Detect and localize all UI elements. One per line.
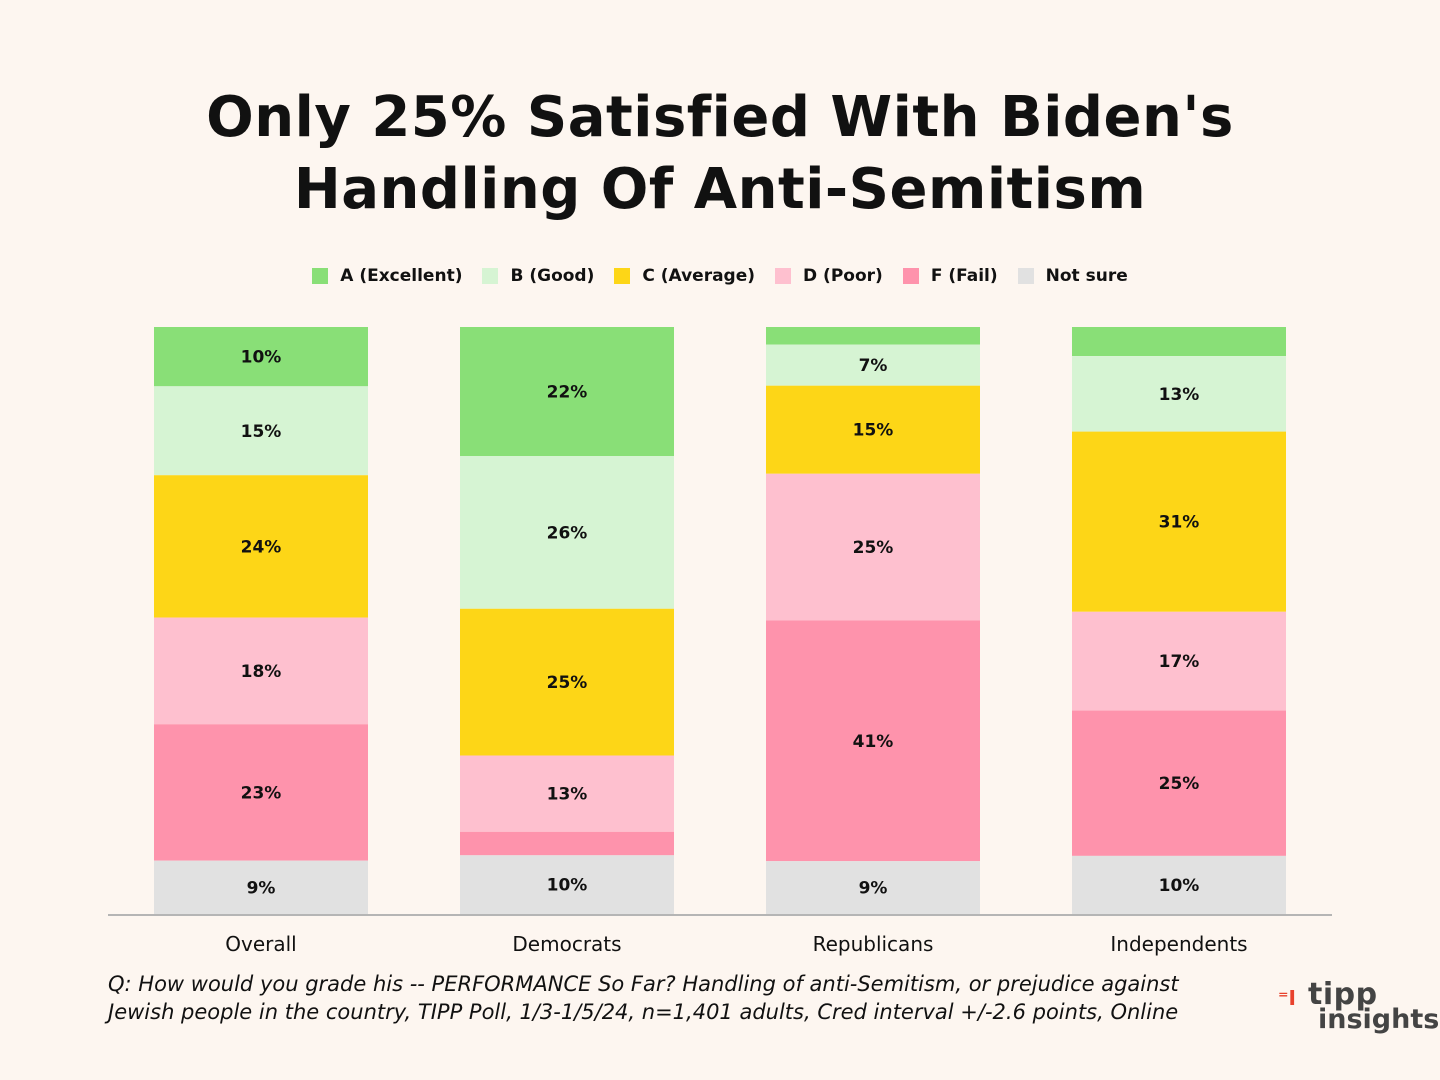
- legend-swatch-d: [775, 268, 792, 284]
- legend-item-a: A (Excellent): [312, 266, 462, 286]
- legend-label-not-sure: Not sure: [1045, 266, 1128, 286]
- legend-item-c: C (Average): [614, 266, 755, 286]
- x-tick-label-2: Republicans: [813, 932, 934, 956]
- bar-segment-4-1: [460, 831, 674, 856]
- data-label-4-2: 41%: [853, 732, 894, 752]
- bar-segment-5-3: [1072, 855, 1286, 914]
- bar-segment-3-2: [766, 473, 980, 621]
- data-label-1-3: 13%: [1159, 385, 1200, 405]
- data-label-1-0: 15%: [241, 422, 282, 442]
- footnote: Q: How would you grade his -- PERFORMANC…: [108, 972, 1179, 1024]
- data-label-0-1: 22%: [547, 383, 588, 403]
- legend-label-d: D (Poor): [803, 266, 883, 286]
- legend-swatch-a: [312, 268, 329, 284]
- legend-item-d: D (Poor): [775, 266, 883, 286]
- logo-text-insights: insights: [1318, 1004, 1440, 1035]
- bar-segment-2-0: [154, 475, 368, 618]
- logo-mark-icon: ⁼I: [1278, 986, 1296, 1010]
- data-label-1-2: 7%: [859, 356, 888, 376]
- data-label-2-1: 25%: [547, 673, 588, 693]
- bar-segment-3-1: [460, 755, 674, 832]
- legend-item-f: F (Fail): [902, 266, 998, 286]
- data-label-1-1: 26%: [547, 523, 588, 543]
- legend-swatch-not-sure: [1017, 268, 1034, 284]
- tipp-insights-logo: ⁼I tipp insights: [1278, 980, 1439, 1040]
- bar-segment-2-2: [766, 385, 980, 474]
- bar-segment-2-1: [460, 608, 674, 756]
- data-label-0-0: 10%: [241, 348, 282, 368]
- data-label-4-3: 25%: [1159, 774, 1200, 794]
- x-tick-label-0: Overall: [225, 932, 296, 956]
- data-label-3-2: 25%: [853, 538, 894, 558]
- bar-segment-3-0: [154, 617, 368, 725]
- bar-segment-0-1: [460, 327, 674, 457]
- legend-label-b: B (Good): [510, 266, 595, 286]
- bar-segment-5-1: [460, 855, 674, 914]
- legend-label-f: F (Fail): [930, 266, 998, 286]
- data-label-3-1: 13%: [547, 785, 588, 805]
- data-label-2-3: 31%: [1159, 513, 1200, 533]
- legend-label-a: A (Excellent): [340, 266, 463, 286]
- bar-segment-4-3: [1072, 710, 1286, 856]
- bar-segment-3-3: [1072, 611, 1286, 711]
- data-label-5-2: 9%: [859, 879, 888, 899]
- bar-segment-4-2: [766, 620, 980, 862]
- bar-segment-1-3: [1072, 356, 1286, 432]
- bar-segment-5-0: [154, 860, 368, 914]
- legend: A (Excellent) B (Good) C (Average) D (Po…: [0, 266, 1440, 286]
- data-label-5-0: 9%: [247, 878, 276, 898]
- x-tick-label-1: Democrats: [512, 932, 621, 956]
- legend-item-not-sure: Not sure: [1017, 266, 1128, 286]
- bar-segment-4-0: [154, 724, 368, 861]
- bar-segment-1-2: [766, 344, 980, 386]
- data-label-3-0: 18%: [241, 662, 282, 682]
- legend-swatch-b: [482, 268, 499, 284]
- bar-segment-1-1: [460, 456, 674, 609]
- bar-segment-1-0: [154, 386, 368, 476]
- data-label-3-3: 17%: [1159, 652, 1200, 672]
- bar-segment-5-2: [766, 861, 980, 914]
- data-label-2-2: 15%: [853, 421, 894, 441]
- bar-segment-2-3: [1072, 431, 1286, 612]
- x-tick-label-3: Independents: [1110, 932, 1247, 956]
- chart-title: Only 25% Satisfied With Biden's Handling…: [206, 85, 1234, 222]
- bar-segment-0-0: [154, 327, 368, 387]
- data-label-2-0: 24%: [241, 537, 282, 557]
- legend-swatch-f: [902, 268, 919, 284]
- data-label-5-1: 10%: [547, 876, 588, 896]
- legend-label-c: C (Average): [642, 266, 756, 286]
- data-label-4-0: 23%: [241, 783, 282, 803]
- bar-segment-0-2: [766, 327, 980, 345]
- legend-item-b: B (Good): [482, 266, 594, 286]
- logo-text-tipp: tipp: [1308, 977, 1378, 1012]
- data-label-5-3: 10%: [1159, 876, 1200, 896]
- bar-segment-0-3: [1072, 327, 1286, 357]
- legend-swatch-c: [614, 268, 631, 284]
